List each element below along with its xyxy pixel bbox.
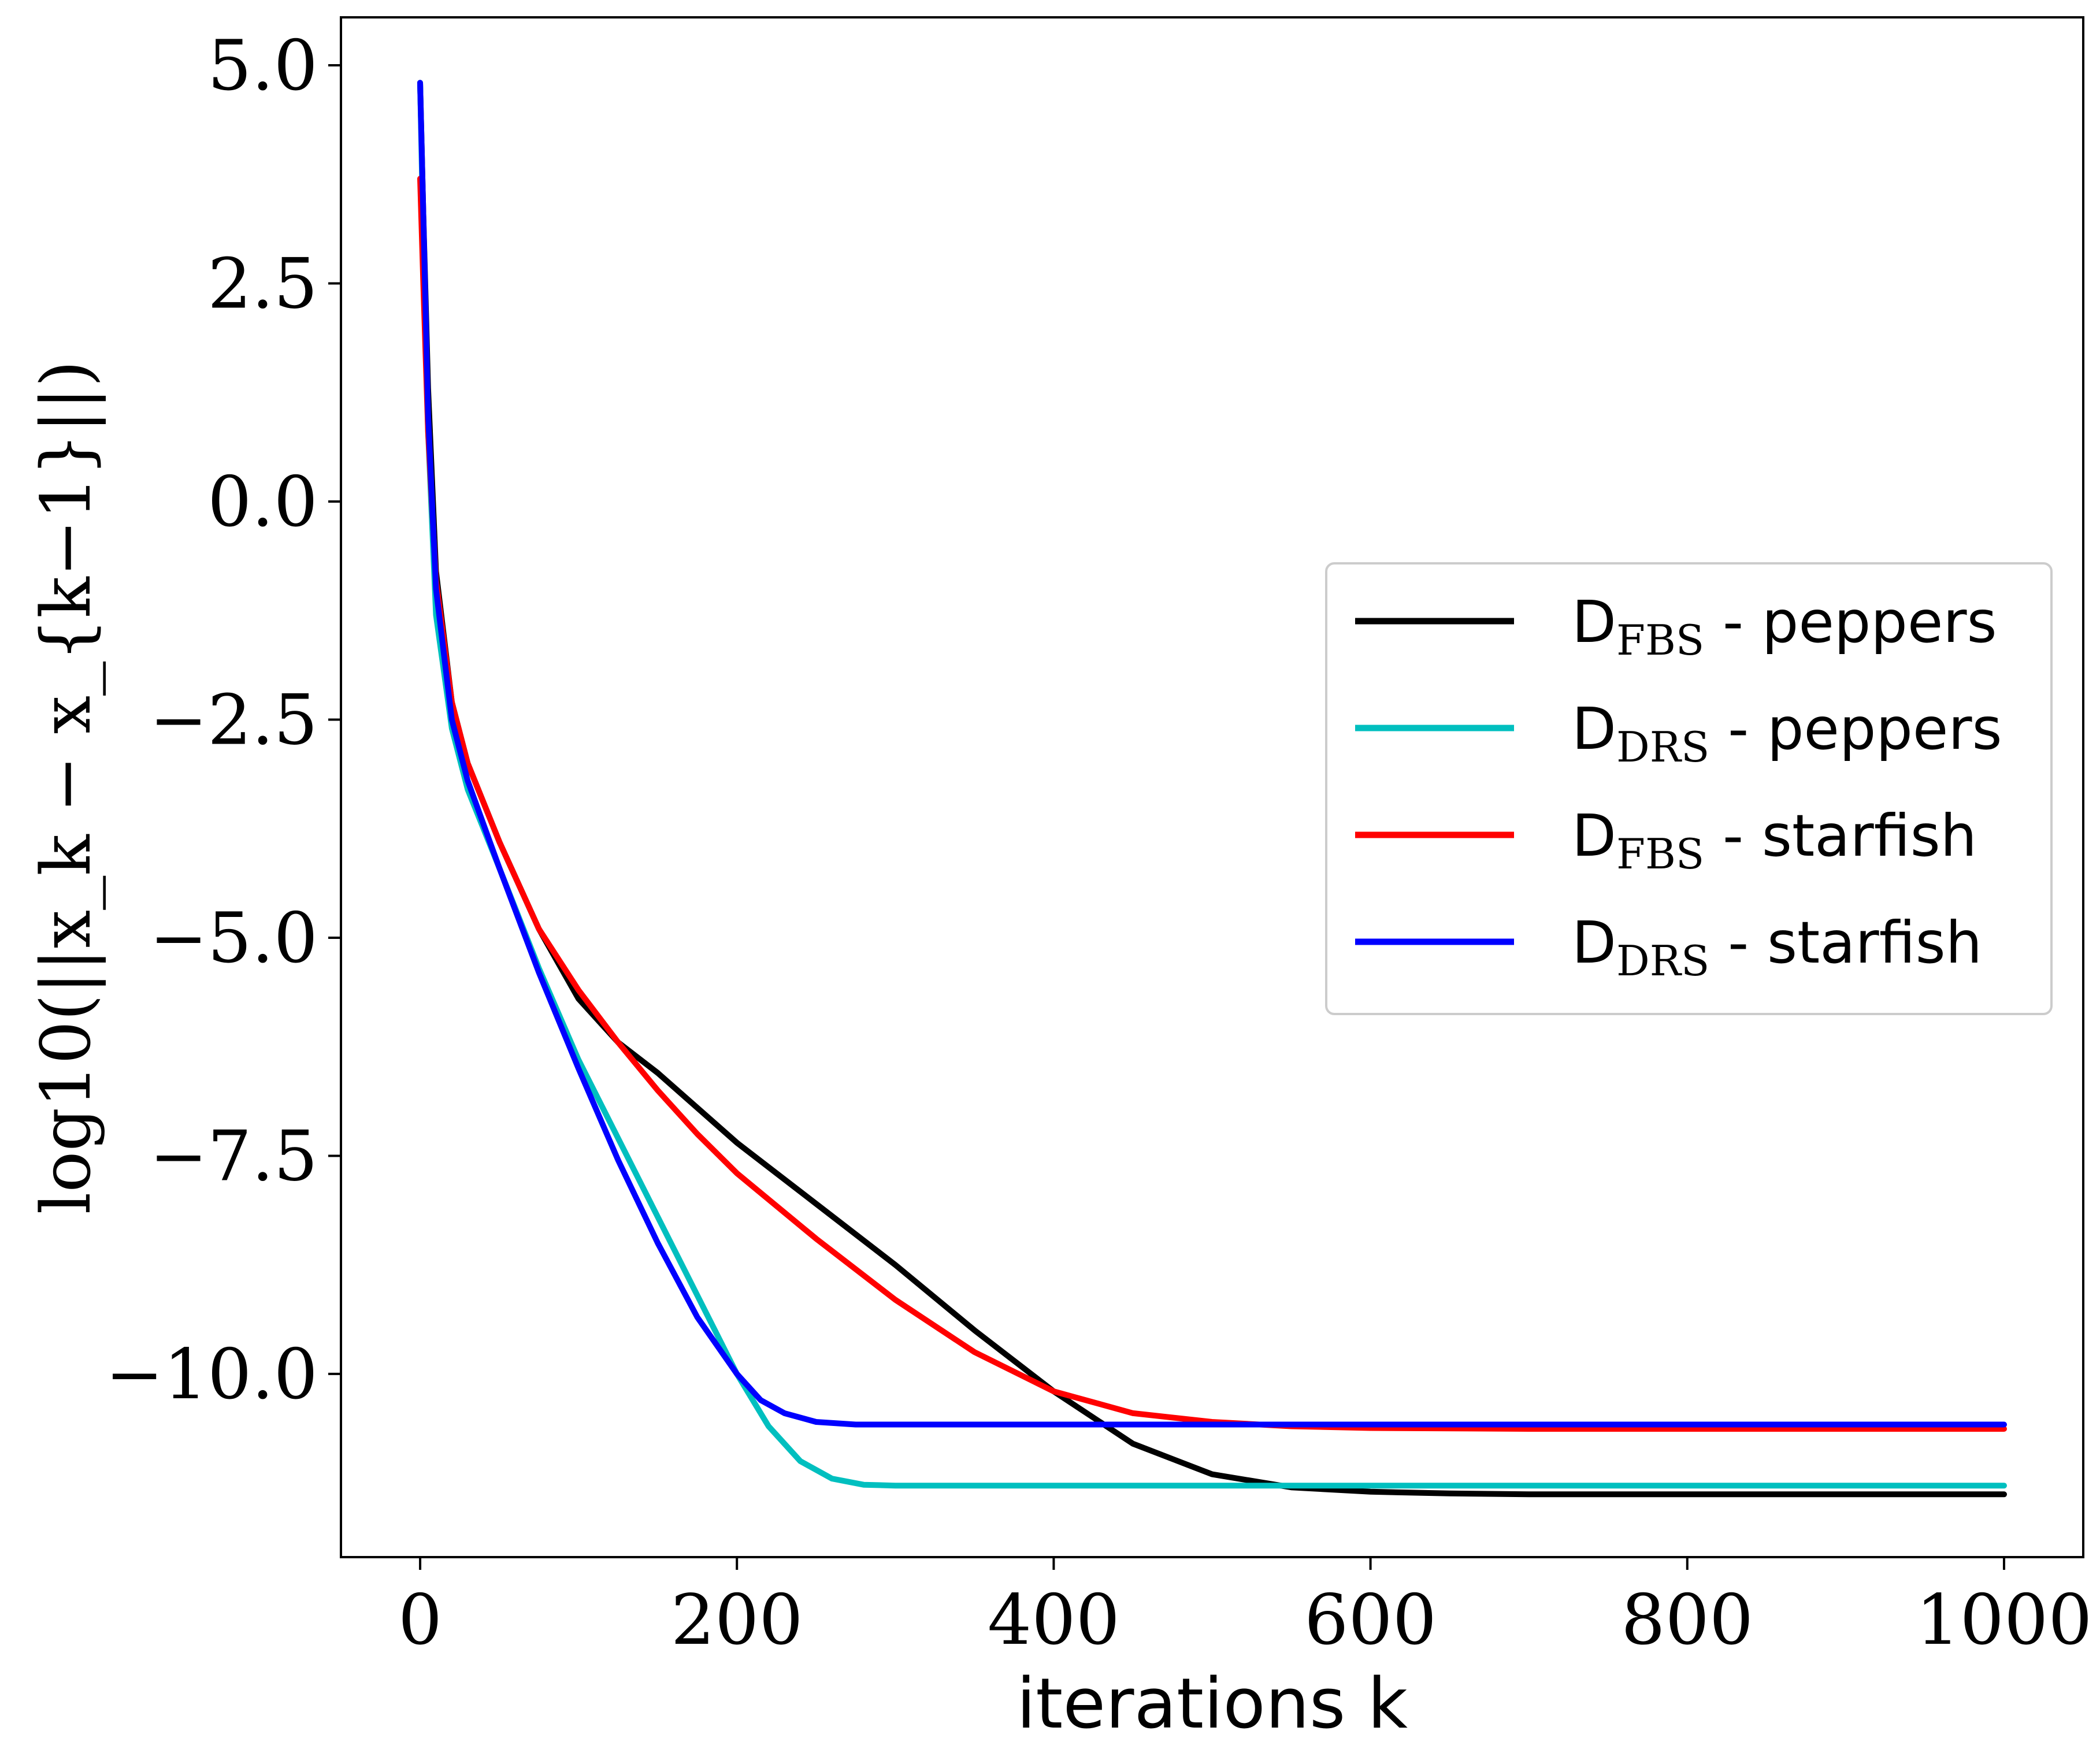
legend-label-1: DFBS - peppers xyxy=(1572,588,1997,664)
x-tick-label: 200 xyxy=(671,1580,803,1661)
legend-label-2: DDRS - peppers xyxy=(1572,695,2002,771)
y-tick-label: −5.0 xyxy=(150,898,318,979)
y-tick-label: 5.0 xyxy=(207,26,318,106)
legend-label-main: D xyxy=(1572,695,1616,763)
y-tick-label: −10.0 xyxy=(105,1335,318,1415)
legend-label-sub: FBS xyxy=(1616,830,1704,878)
legend-label-main: D xyxy=(1572,802,1616,870)
plot-frame xyxy=(340,16,2084,1558)
legend-box xyxy=(1325,562,2053,1015)
legend-label-3: DFBS - starfish xyxy=(1572,802,1977,878)
x-axis-ticks: 0 200 400 600 800 1000 xyxy=(398,1557,2092,1661)
legend-label-4: DDRS - starfish xyxy=(1572,909,1982,985)
legend-label-sub: FBS xyxy=(1616,616,1704,664)
y-tick-label: −7.5 xyxy=(150,1116,318,1197)
legend-label-main: D xyxy=(1572,588,1616,656)
series-lines xyxy=(417,80,2007,1498)
legend-label-rest: - peppers xyxy=(1709,695,2002,763)
x-tick-label: 1000 xyxy=(1916,1580,2092,1661)
legend-label-sub: DRS xyxy=(1616,937,1709,985)
x-axis-label: iterations k xyxy=(1016,1664,1408,1744)
x-tick-label: 600 xyxy=(1304,1580,1437,1661)
x-tick-label: 0 xyxy=(398,1580,442,1661)
y-axis-ticks: 5.0 2.5 0.0 −2.5 −5.0 −7.5 −10.0 xyxy=(105,26,341,1415)
y-tick-label: 2.5 xyxy=(207,244,318,325)
series-line-4 xyxy=(417,80,2007,1428)
legend-label-main: D xyxy=(1572,909,1616,976)
legend-label-sub: DRS xyxy=(1616,723,1709,771)
y-tick-label: −2.5 xyxy=(150,680,318,760)
x-tick-label: 400 xyxy=(988,1580,1120,1661)
legend-label-rest: - starfish xyxy=(1709,909,1982,976)
x-tick-label: 800 xyxy=(1621,1580,1753,1661)
y-axis-label: log10(||x_k − x_{k−1}||) xyxy=(26,361,106,1215)
legend-label-rest: - starfish xyxy=(1704,802,1977,870)
y-tick-label: 0.0 xyxy=(207,462,318,543)
legend-label-rest: - peppers xyxy=(1704,588,1997,656)
